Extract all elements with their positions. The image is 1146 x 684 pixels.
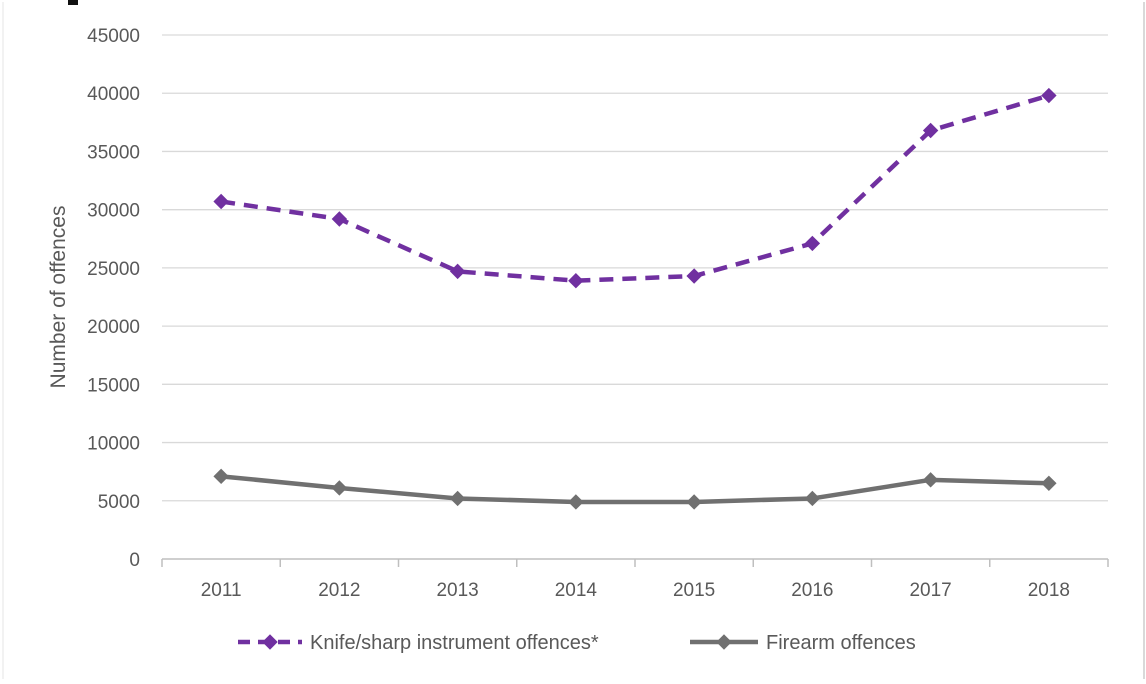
legend-marker bbox=[716, 634, 732, 650]
x-tick-label: 2015 bbox=[673, 580, 715, 601]
data-point-marker bbox=[1041, 87, 1057, 104]
y-tick-label: 25000 bbox=[87, 259, 140, 280]
y-tick-label: 5000 bbox=[98, 492, 140, 513]
legend-label: Knife/sharp instrument offences* bbox=[310, 632, 599, 654]
x-tick-label: 2012 bbox=[318, 580, 360, 601]
y-tick-label: 15000 bbox=[87, 375, 140, 396]
legend-label: Firearm offences bbox=[766, 632, 916, 654]
y-tick-label: 20000 bbox=[87, 317, 140, 338]
data-point-marker bbox=[804, 235, 821, 252]
data-point-marker bbox=[213, 468, 229, 485]
y-tick-label: 0 bbox=[129, 550, 140, 571]
data-point-marker bbox=[213, 193, 229, 210]
data-point-marker bbox=[568, 494, 584, 510]
x-tick-label: 2018 bbox=[1028, 580, 1070, 601]
series-lines bbox=[213, 87, 1057, 510]
y-tick-label: 45000 bbox=[87, 26, 140, 47]
axes: 0 5000 10000 15000 20000 25000 30000 35000 40000… bbox=[87, 26, 1109, 601]
legend-marker bbox=[262, 634, 278, 650]
data-point-marker bbox=[922, 472, 939, 488]
series-firearm-offences bbox=[213, 468, 1057, 510]
data-point-marker bbox=[449, 263, 466, 280]
y-tick-label: 35000 bbox=[87, 142, 140, 163]
legend-item: Knife/sharp instrument offences* bbox=[238, 632, 599, 654]
gridlines bbox=[162, 34, 1108, 502]
series-line bbox=[218, 474, 1052, 505]
x-tick-label: 2014 bbox=[555, 580, 598, 601]
y-axis-title: Number of offences bbox=[47, 206, 70, 389]
data-point-marker bbox=[686, 268, 702, 284]
y-tick-label: 40000 bbox=[87, 84, 140, 105]
legend-item: Firearm offences bbox=[690, 632, 916, 654]
data-point-marker bbox=[804, 490, 821, 507]
data-point-marker bbox=[568, 272, 584, 289]
data-point-marker bbox=[686, 494, 702, 510]
data-point-marker bbox=[1041, 475, 1057, 492]
x-tick-label: 2017 bbox=[909, 580, 951, 601]
y-tick-label: 30000 bbox=[87, 201, 140, 222]
series-line bbox=[220, 93, 1050, 283]
x-tick-label: 2011 bbox=[201, 580, 242, 601]
x-tick-label: 2013 bbox=[436, 580, 478, 601]
series-knife-offences bbox=[213, 87, 1057, 289]
x-tick-label: 2016 bbox=[791, 580, 833, 601]
data-point-marker bbox=[922, 122, 939, 139]
data-point-marker bbox=[331, 480, 348, 496]
y-tick-label: 10000 bbox=[87, 434, 140, 455]
legend: Knife/sharp instrument offences* Firearm … bbox=[238, 632, 916, 654]
data-point-marker bbox=[331, 211, 348, 227]
data-point-marker bbox=[449, 490, 466, 507]
cropped-title-fragment bbox=[68, 0, 78, 5]
